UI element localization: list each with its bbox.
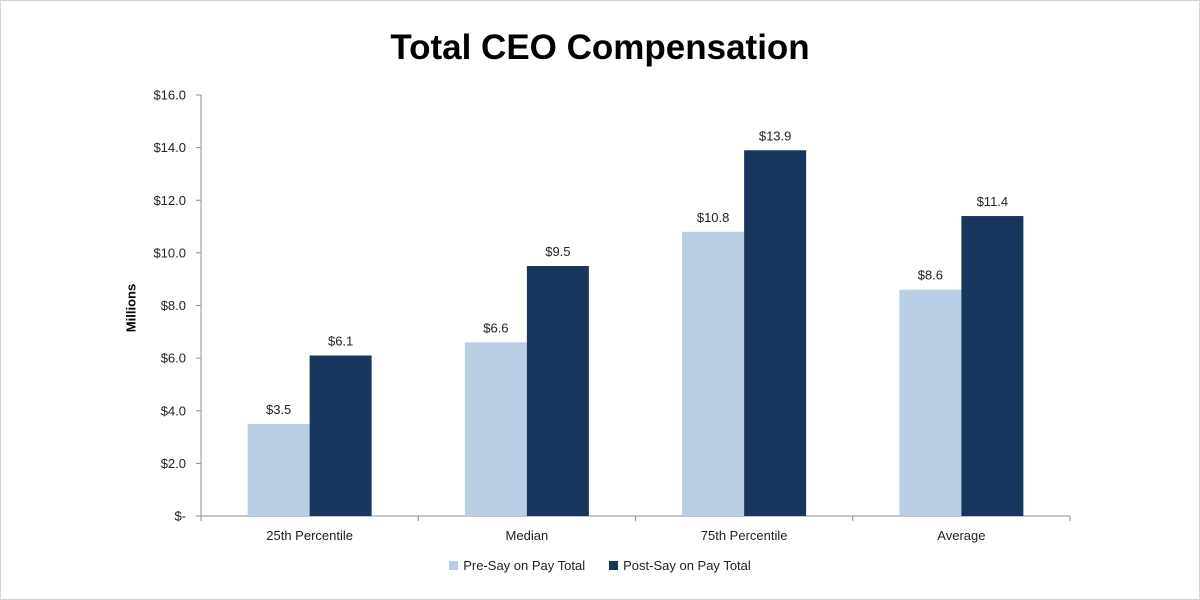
data-label: $13.9 <box>759 128 792 143</box>
data-label: $3.5 <box>266 402 291 417</box>
y-tick-label: $6.0 <box>161 351 186 366</box>
data-label: $6.1 <box>328 333 353 348</box>
chart-title: Total CEO Compensation <box>390 28 810 67</box>
y-tick-label: $- <box>174 509 186 524</box>
y-tick-label: $16.0 <box>153 88 186 103</box>
y-tick-label: $4.0 <box>161 403 186 418</box>
legend-label-pre: Pre-Say on Pay Total <box>463 558 586 573</box>
bar-pre-say <box>682 231 745 516</box>
data-label: $10.8 <box>697 210 730 225</box>
chart-legend: Pre-Say on Pay Total Post-Say on Pay Tot… <box>0 558 1200 573</box>
y-tick-label: $10.0 <box>153 245 186 260</box>
y-tick-label: $8.0 <box>161 298 186 313</box>
x-tick-label: Average <box>937 528 985 543</box>
legend-swatch-pre <box>449 561 459 570</box>
bar-post-say <box>961 216 1024 516</box>
x-tick-label: 75th Percentile <box>701 528 788 543</box>
bar-post-say <box>744 150 807 516</box>
bar-post-say <box>309 355 372 516</box>
legend-label-post: Post-Say on Pay Total <box>623 558 751 573</box>
y-tick-label: $12.0 <box>153 193 186 208</box>
data-label: $8.6 <box>918 268 943 283</box>
data-label: $11.4 <box>977 194 1009 209</box>
bar-pre-say <box>247 423 310 516</box>
x-tick-label: 25th Percentile <box>266 528 353 543</box>
legend-swatch-post <box>609 561 619 570</box>
y-tick-label: $2.0 <box>161 456 186 471</box>
bar-pre-say <box>899 289 962 516</box>
x-tick-label: Median <box>506 528 549 543</box>
y-tick-label: $14.0 <box>153 140 186 155</box>
data-label: $9.5 <box>545 244 570 259</box>
legend-item-pre: Pre-Say on Pay Total <box>449 558 585 573</box>
bar-pre-say <box>464 342 527 516</box>
data-label: $6.6 <box>483 320 508 335</box>
legend-item-post: Post-Say on Pay Total <box>609 558 751 573</box>
bar-post-say <box>526 266 589 516</box>
